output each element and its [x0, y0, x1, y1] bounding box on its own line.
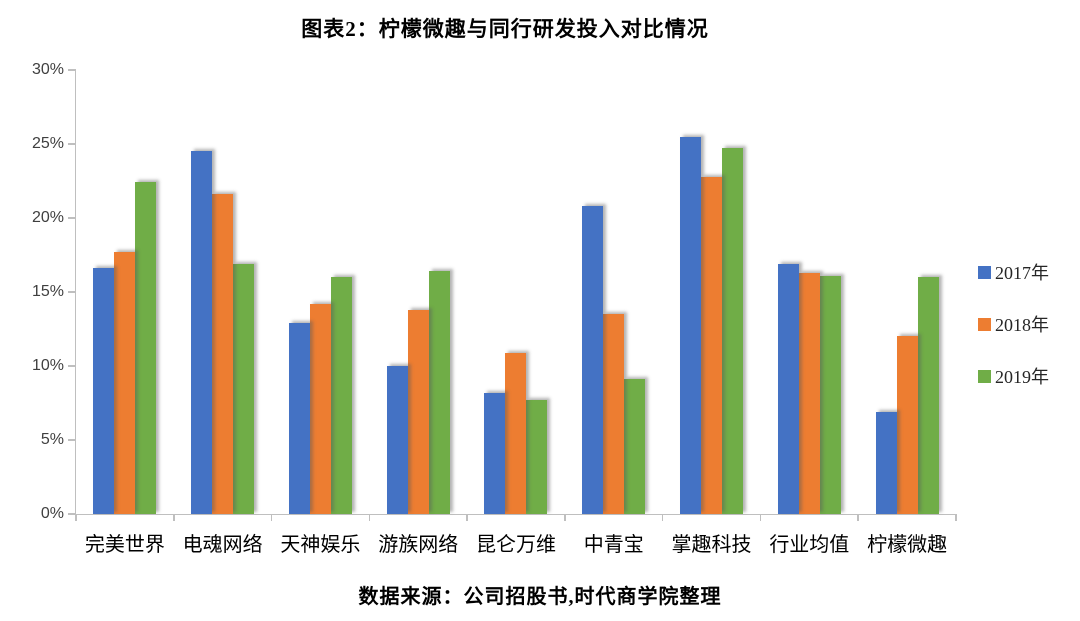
x-tick-6	[661, 514, 664, 521]
bar-s2-c2	[212, 194, 234, 514]
category-label-c4: 游族网络	[378, 534, 459, 556]
legend-swatch-icon	[978, 317, 991, 331]
legend-swatch-icon	[978, 369, 991, 383]
y-tick-0	[68, 513, 76, 515]
bar-s3-c5	[526, 400, 548, 514]
x-tick-0	[75, 514, 77, 521]
x-tick-9	[955, 514, 957, 521]
y-tick-label-0: 0%	[40, 505, 64, 522]
legend-item-s3: 2019年	[978, 350, 1049, 402]
legend-label-s1: 2017年	[995, 263, 1049, 283]
bar-s3-c1	[135, 182, 157, 514]
y-tick-label-20: 20%	[31, 209, 64, 227]
category-label-c6: 中青宝	[583, 534, 644, 556]
category-label-c8: 行业均值	[769, 534, 850, 556]
bar-group-c6: 中青宝	[565, 70, 663, 556]
source-note: 数据来源：公司招股书,时代商学院整理	[358, 586, 722, 608]
legend-item-s2: 2018年	[978, 298, 1049, 350]
bar-s3-c9	[917, 277, 939, 514]
x-tick-4	[466, 514, 468, 521]
bar-group-c9: 柠檬微趣	[858, 70, 956, 556]
bar-s3-c6	[624, 379, 646, 514]
category-label-c1: 完美世界	[84, 534, 165, 556]
bar-s2-c4	[407, 309, 429, 514]
x-tick-5	[564, 514, 566, 521]
bar-s1-c7	[680, 136, 702, 514]
y-tick-20	[68, 217, 76, 219]
bar-group-c7: 掌趣科技	[663, 70, 761, 556]
bar-group-c8: 行业均值	[760, 70, 858, 556]
bar-s3-c4	[428, 271, 450, 514]
x-tick-1	[173, 514, 175, 521]
legend-item-s1: 2017年	[978, 246, 1049, 298]
y-tick-15	[68, 291, 76, 293]
legend-label-s2: 2018年	[995, 315, 1049, 335]
bar-s1-c4	[386, 366, 408, 514]
x-tick-7	[759, 514, 762, 521]
bar-group-c1: 完美世界	[76, 70, 174, 556]
legend-swatch-icon	[978, 265, 991, 279]
bar-s1-c3	[288, 323, 310, 514]
bar-s1-c6	[582, 206, 604, 514]
legend-label-s3: 2019年	[995, 367, 1049, 387]
bar-s2-c7	[701, 176, 723, 514]
bar-s3-c7	[722, 148, 744, 514]
bar-s1-c1	[93, 268, 115, 514]
bar-group-c2: 电魂网络	[174, 70, 272, 556]
y-tick-label-15: 15%	[31, 283, 64, 300]
category-label-c9: 柠檬微趣	[867, 534, 948, 556]
x-tick-2	[270, 514, 273, 521]
y-tick-label-25: 25%	[31, 135, 64, 152]
bar-s1-c2	[191, 151, 213, 514]
category-label-c7: 掌趣科技	[671, 534, 752, 556]
bar-s3-c3	[330, 277, 352, 514]
x-tick-8	[857, 514, 859, 521]
y-tick-25	[68, 143, 76, 145]
plot-area: 0% 5% 10% 15% 20% 25% 30% 完美世界 电魂网络 天神娱乐 游族网络 昆仑万维…	[32, 61, 957, 556]
bar-s2-c5	[505, 352, 527, 514]
bar-group-c5: 昆仑万维	[467, 70, 565, 556]
y-tick-label-30: 30%	[31, 61, 64, 78]
bar-s1-c8	[777, 263, 799, 514]
category-label-c3: 天神娱乐	[280, 534, 361, 556]
bar-s3-c2	[233, 263, 255, 514]
bar-group-c3: 天神娱乐	[272, 70, 370, 556]
bar-s1-c9	[875, 411, 897, 514]
bar-s2-c8	[798, 272, 820, 514]
chart-title: 图表2：柠檬微趣与同行研发投入对比情况	[301, 17, 709, 41]
y-tick-10	[68, 365, 76, 367]
y-tick-label-10: 10%	[31, 357, 64, 375]
bar-s2-c9	[896, 336, 918, 514]
x-tick-3	[368, 514, 371, 521]
bar-s1-c5	[484, 392, 506, 514]
bar-s2-c1	[114, 252, 136, 514]
y-tick-30	[68, 69, 76, 71]
bar-group-c4: 游族网络	[369, 70, 467, 556]
y-tick-5	[68, 439, 76, 441]
category-label-c5: 昆仑万维	[475, 534, 556, 556]
category-label-c2: 电魂网络	[182, 534, 263, 556]
legend: 2017年 2018年 2019年	[978, 246, 1049, 402]
y-tick-label-5: 5%	[40, 431, 64, 449]
bar-s2-c3	[309, 303, 331, 514]
bar-s3-c8	[819, 275, 841, 514]
bar-s2-c6	[603, 314, 625, 514]
